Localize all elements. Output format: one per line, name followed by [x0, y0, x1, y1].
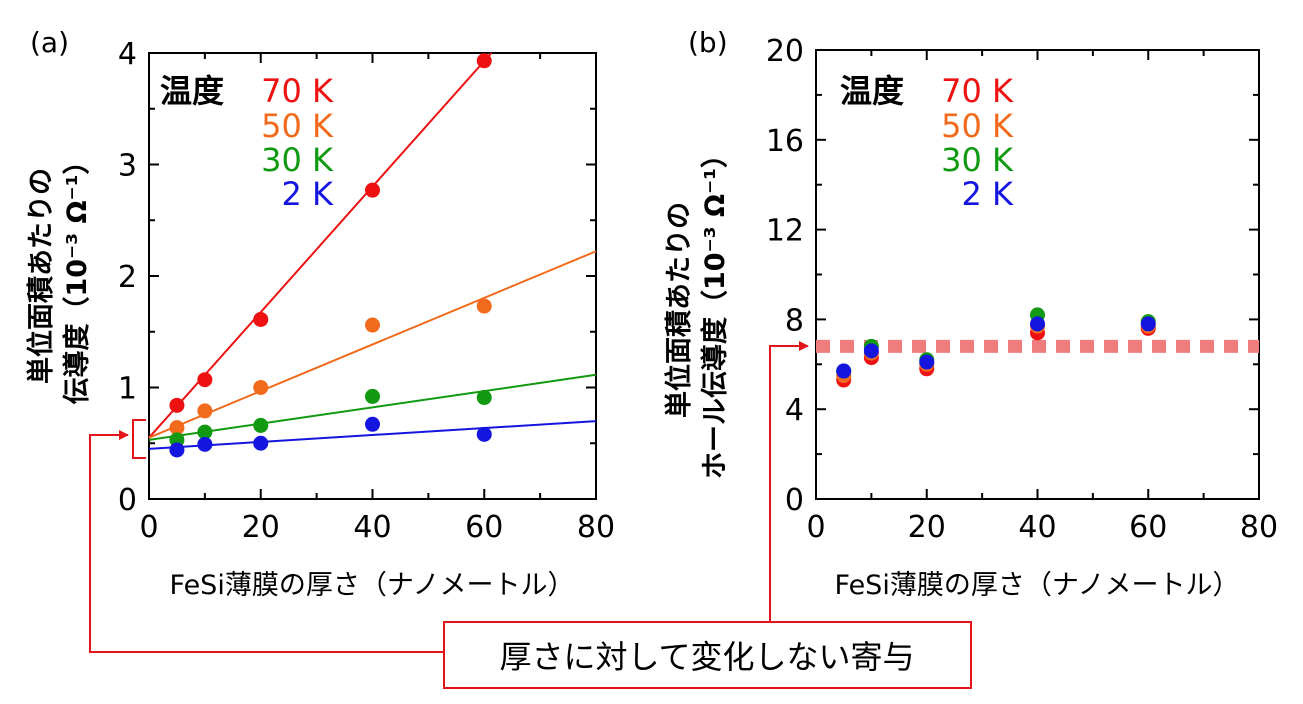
panel-b-legend-30K: 30 K: [941, 141, 1014, 179]
fit-line: [148, 373, 597, 441]
panel-a-ticks: 0 20 40 60 80 0 1 2 3 4: [118, 37, 615, 545]
data-point: [253, 380, 269, 395]
panel-a-label: (a): [30, 26, 69, 59]
data-point: [253, 417, 269, 433]
panel-b-label: (b): [688, 26, 728, 59]
data-point: [169, 442, 185, 458]
data-point: [197, 424, 213, 440]
fit-line: [148, 420, 597, 450]
panel-a-legend-70K: 70 K: [261, 72, 334, 110]
data-point: [836, 363, 852, 379]
data-point: [365, 317, 380, 333]
panel-b-legend-70K: 70 K: [941, 72, 1014, 110]
data-point: [197, 372, 213, 388]
x-tick-label: 0: [139, 510, 158, 545]
data-point: [476, 390, 492, 406]
panel-a-plot-frame: [148, 52, 597, 500]
panel-a-x-axis-label: FeSi薄膜の厚さ（ナノメートル）: [170, 570, 575, 601]
data-point: [476, 298, 492, 314]
panel-a-chart: (a) 0 20 40 60 80 0 1 2 3 4 FeSi薄膜の厚さ（ナノメートル） 単位面…: [25, 26, 615, 601]
y-tick-label: 1: [118, 372, 137, 407]
data-point: [253, 311, 269, 327]
x-tick-label: 40: [1018, 510, 1056, 545]
panel-b-x-axis-label: FeSi薄膜の厚さ（ナノメートル）: [835, 570, 1240, 601]
x-tick-label: 60: [465, 510, 503, 545]
panel-b-legend-title: 温度: [840, 72, 904, 110]
callout-box: 厚さに対して変化しない寄与: [443, 621, 972, 689]
panel-a-y-axis-label-line2: 伝導度（10⁻³ Ω⁻¹）: [61, 147, 93, 404]
callout-arrow-to-panel-b: [769, 341, 809, 622]
x-tick-label: 80: [1240, 510, 1278, 545]
x-tick-label: 20: [242, 510, 280, 545]
x-tick-label: 60: [1129, 510, 1167, 545]
panel-b-y-axis-label-line2: ホール伝導度（10⁻³ Ω⁻¹）: [699, 141, 731, 479]
panel-b-y-axis-label-line1: 単位面積あたりの: [663, 202, 695, 418]
panel-a-legend-50K: 50 K: [261, 107, 334, 145]
panel-b-data-points: [836, 307, 1156, 388]
panel-a-fit-lines: [148, 52, 597, 450]
panel-b-legend-2K: 2 K: [961, 175, 1014, 213]
callout-text: 厚さに対して変化しない寄与: [499, 638, 914, 676]
data-point: [365, 388, 380, 404]
data-point: [365, 416, 380, 432]
data-point: [169, 420, 185, 436]
data-point: [365, 182, 380, 198]
y-tick-label: 3: [118, 149, 137, 184]
data-point: [169, 397, 185, 413]
y-tick-label: 20: [766, 34, 804, 69]
y-tick-label: 0: [785, 483, 804, 518]
panel-a-y-axis-label-line1: 単位面積あたりの: [25, 168, 57, 384]
callout-box-frame: [443, 621, 972, 689]
data-point: [197, 436, 213, 452]
panel-a-data-points: [169, 53, 492, 458]
data-point: [863, 343, 879, 359]
panel-b-chart: (b) 0 20 40 60 80 0 4 8 12 16 20 FeSi薄膜の厚さ（ナノメートル）…: [663, 26, 1278, 601]
data-point: [919, 354, 935, 370]
data-point: [1140, 316, 1156, 332]
panel-a-legend-2K: 2 K: [281, 175, 334, 213]
y-tick-label: 4: [785, 393, 804, 428]
x-tick-label: 40: [353, 510, 391, 545]
data-point: [476, 53, 492, 69]
fit-line: [148, 250, 597, 439]
y-tick-label: 2: [118, 260, 137, 295]
panel-b-legend-50K: 50 K: [941, 107, 1014, 145]
y-tick-label: 0: [118, 483, 137, 518]
y-tick-label: 12: [766, 214, 804, 249]
y-tick-label: 8: [785, 303, 804, 338]
x-tick-label: 0: [806, 510, 825, 545]
x-tick-label: 80: [577, 510, 615, 545]
data-point: [253, 435, 269, 451]
panel-a-intercept-bracket: [132, 419, 146, 459]
panel-b-plot-frame: [815, 49, 1260, 500]
x-tick-label: 20: [908, 510, 946, 545]
data-point: [197, 403, 213, 419]
y-tick-label: 4: [118, 37, 137, 72]
panel-a-legend-title: 温度: [160, 72, 224, 110]
panel-a-legend-30K: 30 K: [261, 141, 334, 179]
panel-b-ticks: 0 20 40 60 80 0 4 8 12 16 20: [766, 34, 1278, 545]
callout-connectors: [89, 341, 809, 653]
y-tick-label: 16: [766, 124, 804, 159]
data-point: [1030, 316, 1045, 332]
data-point: [476, 426, 492, 442]
callout-arrow-to-panel-a: [89, 430, 444, 653]
